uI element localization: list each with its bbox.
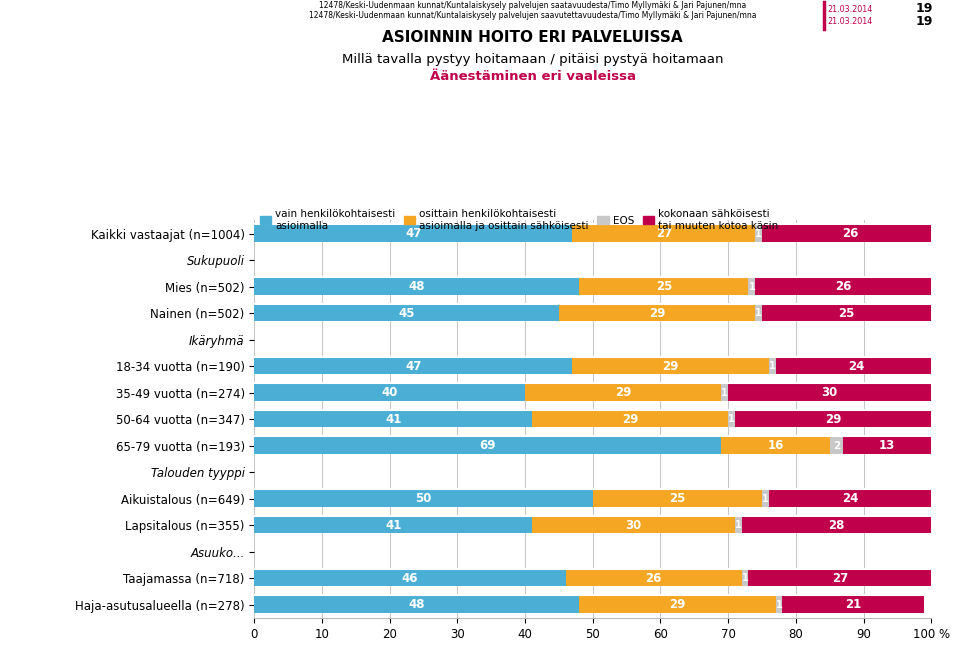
Text: 40: 40 (381, 386, 398, 399)
Bar (728, 385, 931, 401)
Bar (579, 279, 749, 295)
Bar (579, 597, 776, 613)
Text: 26: 26 (645, 572, 661, 584)
Text: ASIOINNIN HOITO ERI PALVELUISSA: ASIOINNIN HOITO ERI PALVELUISSA (382, 30, 684, 45)
Bar (762, 226, 938, 242)
Bar (782, 597, 924, 613)
Bar (742, 517, 931, 533)
Bar (254, 411, 532, 428)
Text: 29: 29 (662, 359, 679, 373)
Text: 41: 41 (385, 413, 401, 426)
Text: 19: 19 (916, 2, 933, 15)
Bar (572, 226, 756, 242)
Bar (572, 358, 769, 374)
Text: 29: 29 (649, 307, 665, 320)
Text: 27: 27 (656, 227, 672, 240)
Text: 29: 29 (622, 413, 638, 426)
Bar (565, 570, 742, 587)
Text: 19: 19 (916, 15, 933, 28)
Bar (254, 490, 592, 507)
Text: 1: 1 (776, 600, 782, 610)
Text: 1: 1 (735, 520, 742, 530)
Text: 12478/Keski-Uudenmaan kunnat/Kuntalaiskysely palvelujen saatavuudesta/Timo Mylly: 12478/Keski-Uudenmaan kunnat/Kuntalaisky… (319, 1, 747, 10)
Bar (769, 490, 931, 507)
Text: 41: 41 (385, 518, 401, 532)
Text: 12478/Keski-Uudenmaan kunnat/Kuntalaiskysely palvelujen saavutettavuudesta/Timo : 12478/Keski-Uudenmaan kunnat/Kuntalaisky… (309, 11, 756, 20)
Text: 1: 1 (729, 414, 735, 424)
Text: 26: 26 (842, 227, 858, 240)
Text: 30: 30 (625, 518, 641, 532)
Bar (254, 385, 525, 401)
Text: 29: 29 (615, 386, 632, 399)
Bar (254, 517, 532, 533)
Bar (592, 490, 762, 507)
Bar (756, 305, 762, 321)
Text: 25: 25 (656, 280, 672, 293)
Bar (735, 517, 742, 533)
Bar (721, 438, 829, 454)
Text: 21: 21 (845, 598, 861, 611)
Bar (721, 385, 728, 401)
Text: 24: 24 (842, 492, 858, 505)
Bar (254, 597, 579, 613)
Bar (532, 517, 735, 533)
Bar (762, 305, 931, 321)
Bar (559, 305, 756, 321)
Bar (762, 490, 769, 507)
Text: 50: 50 (416, 492, 432, 505)
Bar (254, 438, 721, 454)
Bar (735, 411, 931, 428)
Bar (776, 358, 938, 374)
Text: 1: 1 (742, 573, 749, 583)
Bar (769, 358, 776, 374)
Text: 24: 24 (849, 359, 865, 373)
Bar (254, 305, 559, 321)
Text: Millä tavalla pystyy hoitamaan / pitäisi pystyä hoitamaan: Millä tavalla pystyy hoitamaan / pitäisi… (342, 53, 724, 66)
Text: 1: 1 (756, 228, 762, 238)
Text: 13: 13 (879, 439, 896, 452)
Bar (254, 279, 579, 295)
Text: 2: 2 (833, 441, 840, 451)
Bar (829, 438, 843, 454)
Text: 27: 27 (831, 572, 848, 584)
Bar (749, 279, 756, 295)
Bar (749, 570, 931, 587)
Text: 21.03.2014: 21.03.2014 (828, 5, 873, 14)
Text: 46: 46 (402, 572, 419, 584)
Bar (776, 597, 782, 613)
Bar (532, 411, 729, 428)
Text: 48: 48 (409, 280, 425, 293)
Text: 26: 26 (835, 280, 852, 293)
Text: 16: 16 (767, 439, 783, 452)
Text: 29: 29 (825, 413, 841, 426)
Text: 1: 1 (721, 387, 728, 397)
Text: 47: 47 (405, 359, 421, 373)
Text: 1: 1 (756, 308, 762, 318)
Text: 48: 48 (409, 598, 425, 611)
Text: 25: 25 (669, 492, 685, 505)
Text: 45: 45 (398, 307, 415, 320)
Text: 69: 69 (480, 439, 496, 452)
Bar (742, 570, 749, 587)
Text: 30: 30 (822, 386, 838, 399)
Bar (843, 438, 931, 454)
Text: 21.03.2014: 21.03.2014 (828, 17, 873, 26)
Bar (756, 226, 762, 242)
Text: 25: 25 (838, 307, 854, 320)
Bar (728, 411, 735, 428)
Text: 28: 28 (828, 518, 845, 532)
Text: 1: 1 (762, 494, 769, 504)
Text: 1: 1 (769, 361, 776, 371)
Text: 29: 29 (669, 598, 685, 611)
Text: 1: 1 (749, 282, 756, 292)
Bar (254, 358, 572, 374)
Text: 47: 47 (405, 227, 421, 240)
Bar (756, 279, 931, 295)
Bar (525, 385, 721, 401)
Text: taloustutkimus oy: taloustutkimus oy (42, 8, 183, 22)
Bar (254, 226, 572, 242)
Text: Äänestäminen eri vaaleissa: Äänestäminen eri vaaleissa (430, 70, 636, 83)
Bar (254, 570, 565, 587)
Legend: vain henkilökohtaisesti
asioimalla, osittain henkilökohtaisesti
asioimalla ja os: vain henkilökohtaisesti asioimalla, osit… (259, 209, 779, 230)
